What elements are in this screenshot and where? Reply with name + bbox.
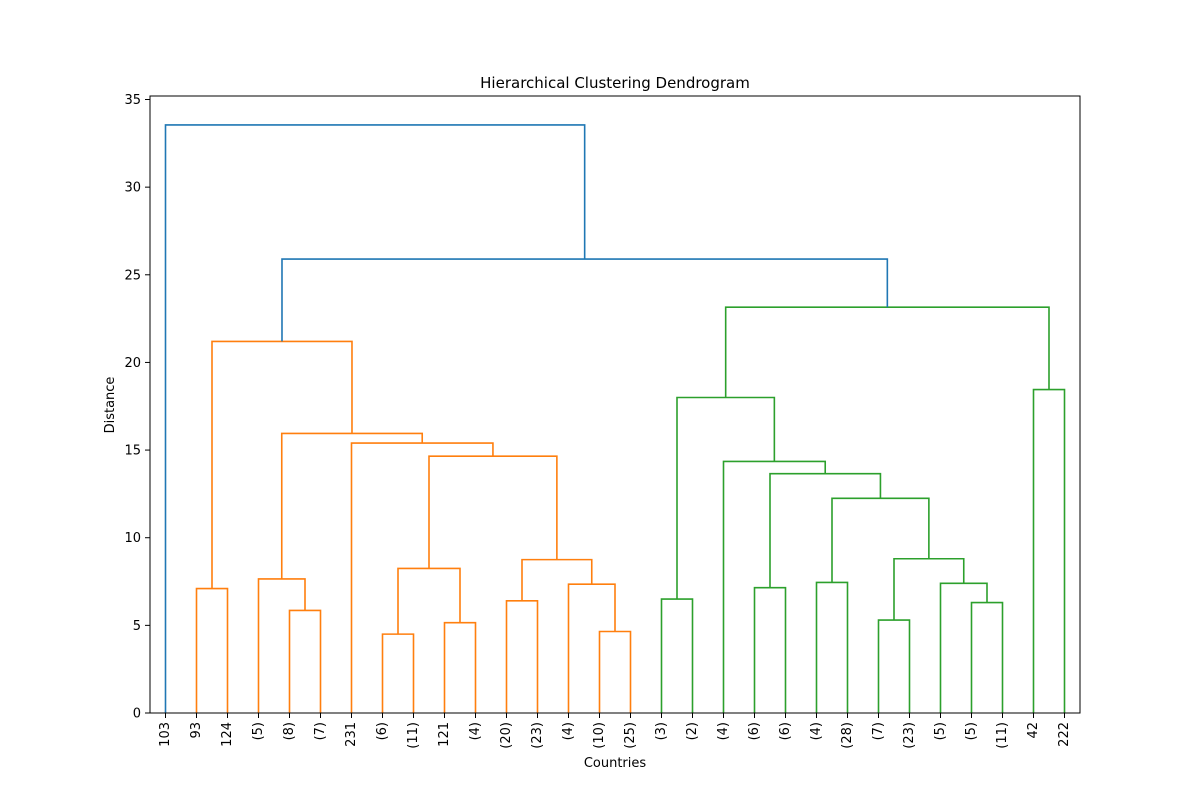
x-tick-label: (10) [592,722,607,749]
y-axis-ticks: 0 5 10 15 20 25 30 35 [124,93,150,722]
y-tick-label: 10 [124,531,141,546]
x-tick-label: (3) [654,722,669,740]
dendrogram-link-28 [164,124,586,713]
x-tick-label: 231 [344,722,359,747]
x-tick-label: (4) [716,722,731,740]
x-tick-label: (6) [375,722,390,740]
dendrogram-link-21 [831,497,930,583]
x-tick-label: (2) [685,722,700,740]
x-tick-label: (28) [840,722,855,749]
dendrogram-link-13 [211,340,353,589]
dendrogram-link-11 [350,442,494,713]
y-tick-label: 20 [124,356,141,371]
x-tick-label: 121 [437,722,452,747]
y-axis-label: Distance [103,377,118,434]
x-tick-label: (6) [778,722,793,740]
x-tick-label: (4) [468,722,483,740]
dendrogram-link-2 [257,578,306,713]
x-tick-label: (20) [499,722,514,749]
dendrogram-link-19 [939,582,988,713]
x-tick-label: 93 [189,722,204,739]
y-tick-label: 25 [124,268,141,283]
x-tick-label: (8) [282,722,297,740]
y-tick-label: 30 [124,181,141,196]
dendrogram-links [164,124,1066,713]
dendrogram-link-12 [280,432,424,579]
x-axis-ticks: 103 93 124 (5) (8) (7) 231 (6) (11) 121 (4) (20) (23… [158,713,1072,749]
x-tick-label: (25) [623,722,638,749]
x-tick-label: (4) [561,722,576,740]
x-tick-label: (11) [406,722,421,749]
dendrogram-link-7 [598,630,632,713]
x-tick-label: (4) [809,722,824,740]
dendrogram-link-25 [1032,388,1066,713]
chart-title: Hierarchical Clustering Dendrogram [480,74,750,92]
x-axis-label: Countries [584,756,647,771]
x-tick-label: 42 [1026,722,1041,739]
dendrogram-link-10 [428,455,558,569]
dendrogram-link-15 [753,586,787,713]
x-tick-label: (7) [313,722,328,740]
dendrogram-link-24 [676,396,776,600]
plot-frame [149,95,1081,714]
y-tick-label: 5 [133,619,141,634]
x-tick-label: (11) [995,722,1010,749]
x-tick-label: (6) [747,722,762,740]
y-tick-label: 35 [124,93,141,108]
x-tick-label: (5) [933,722,948,740]
dendrogram-link-5 [397,567,461,635]
y-tick-label: 15 [124,444,141,459]
x-tick-label: 124 [220,722,235,747]
x-tick-label: (5) [251,722,266,740]
x-tick-label: (5) [964,722,979,740]
x-tick-label: 222 [1057,722,1072,747]
x-tick-label: 103 [158,722,173,747]
x-tick-label: (23) [902,722,917,749]
x-tick-label: (23) [530,722,545,749]
dendrogram-link-1 [288,609,322,713]
x-tick-label: (7) [871,722,886,740]
dendrogram-link-4 [443,621,477,713]
y-tick-label: 0 [133,707,141,722]
